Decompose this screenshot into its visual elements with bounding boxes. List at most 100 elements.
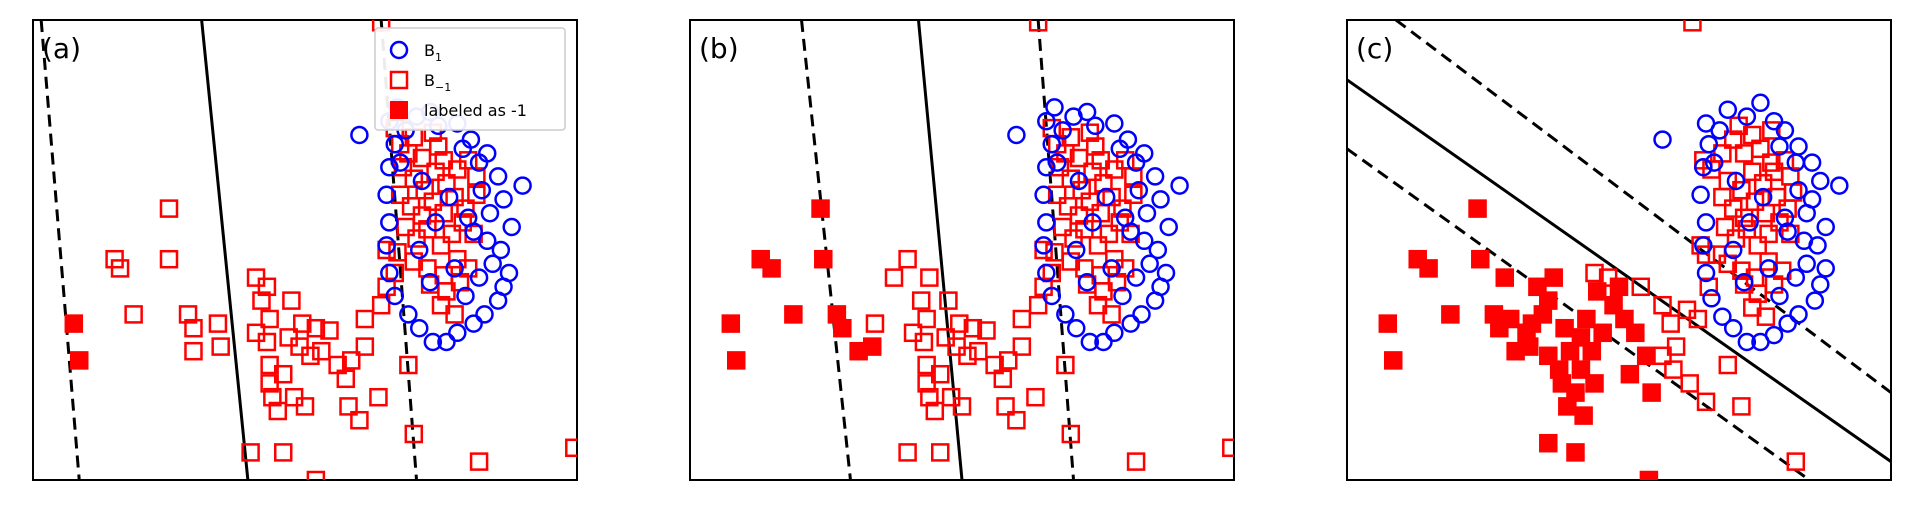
b-1-point-b-10 — [950, 314, 969, 333]
labeled-point-c-38 — [1636, 346, 1656, 366]
labeled-point-c-4 — [1441, 305, 1460, 324]
legend-label-labeled: labeled as -1 — [424, 101, 527, 120]
legend-marker-b1 — [389, 40, 409, 60]
b-1-point-a-2 — [110, 259, 130, 278]
b-1-point-b-65 — [1124, 185, 1143, 205]
b-1-point-b-70 — [1099, 224, 1119, 244]
b-1-point-b-12 — [977, 321, 996, 340]
b-1-point-b-64 — [1113, 199, 1132, 218]
b-1-point-b-37 — [898, 443, 917, 462]
b-1-point-c-14 — [1680, 374, 1699, 393]
legend-box — [374, 27, 566, 131]
b-1-point-b-46 — [1069, 148, 1089, 168]
b1-point-a-46 — [409, 240, 429, 260]
b1-point-a-40 — [513, 176, 532, 195]
b-1-point-c-22 — [1723, 130, 1743, 149]
labeled-point-c-26 — [1560, 341, 1580, 361]
b-1-point-a-55 — [412, 148, 432, 168]
b1-point-c-29 — [1699, 134, 1719, 154]
b-1-point-b-83 — [1102, 305, 1121, 324]
b-1-point-a-7 — [208, 314, 228, 333]
b1-point-b-41 — [1047, 153, 1067, 172]
b1-point-c-3 — [1737, 107, 1757, 126]
b1-point-c-4 — [1751, 93, 1770, 113]
b-1-point-a-6 — [184, 318, 203, 338]
b1-point-b-20 — [1080, 332, 1100, 352]
b-1-point-b-36 — [1061, 424, 1081, 444]
b1-point-a-34 — [483, 254, 502, 274]
b-1-point-b-16 — [958, 346, 977, 366]
labeled-point-c-34 — [1566, 443, 1585, 462]
b1-point-c-19 — [1751, 332, 1770, 352]
b-1-point-b-31 — [1012, 309, 1032, 329]
b1-point-c-33 — [1794, 231, 1814, 251]
labeled-point-c-6 — [1383, 351, 1403, 370]
margin-line-c-1 — [1395, 20, 1891, 394]
b-1-point-c-59 — [1756, 307, 1776, 326]
b1-point-b-33 — [1134, 231, 1154, 251]
labeled-point-c-31 — [1558, 397, 1577, 416]
labeled-point-c-21 — [1577, 309, 1596, 329]
b-1-point-b-48 — [1086, 137, 1105, 156]
labeled-point-c-35 — [1604, 295, 1623, 315]
b-1-point-a-0 — [159, 199, 179, 218]
labeled-point-c-43 — [1639, 470, 1659, 480]
labeled-point-a-0 — [64, 314, 84, 333]
b-1-point-c-46 — [1759, 224, 1778, 244]
b-1-point-a-40 — [371, 295, 391, 315]
b-1-point-b-34 — [1042, 263, 1062, 283]
b1-point-c-17 — [1778, 314, 1797, 333]
b-1-point-b-61 — [1080, 192, 1100, 211]
b-1-point-c-15 — [1696, 392, 1716, 412]
scatter-panel-b: (b) — [689, 19, 1235, 481]
b1-point-a-24 — [380, 263, 399, 283]
b1-point-c-23 — [1702, 289, 1721, 308]
b-1-point-a-34 — [350, 410, 369, 430]
b-1-point-b-58 — [1047, 185, 1067, 205]
b-1-point-b-17 — [969, 341, 988, 361]
b1-point-c-30 — [1710, 121, 1729, 140]
b-1-point-b-32 — [1028, 295, 1048, 315]
b1-point-b-4 — [1077, 102, 1097, 122]
b1-point-b-43 — [1096, 187, 1116, 207]
b-1-point-a-72 — [445, 187, 464, 207]
b1-point-c-13 — [1816, 259, 1835, 278]
b1-point-a-9 — [488, 167, 508, 186]
labeled-point-c-14 — [1517, 323, 1536, 343]
b-1-point-a-49 — [565, 438, 577, 458]
scatter-panel-c: (c) — [1346, 19, 1892, 481]
labeled-point-c-37 — [1626, 323, 1645, 343]
b-1-point-a-80 — [453, 213, 473, 232]
b1-point-a-38 — [469, 153, 489, 172]
b1-point-c-34 — [1797, 254, 1816, 274]
b-1-point-c-1 — [1598, 268, 1618, 287]
b-1-point-b-28 — [998, 351, 1018, 370]
b1-point-c-32 — [1797, 203, 1816, 223]
b1-point-b-32 — [1137, 203, 1157, 223]
b1-point-b-18 — [1105, 323, 1124, 343]
labeled-point-c-32 — [1574, 406, 1593, 425]
b1-point-b-22 — [1056, 305, 1075, 324]
b1-point-b-10 — [1151, 190, 1170, 209]
b-1-point-c-42 — [1715, 217, 1735, 237]
b1-point-c-41 — [1704, 153, 1724, 172]
b-1-point-a-37 — [355, 337, 375, 356]
b-1-point-c-57 — [1764, 275, 1784, 294]
separating-line-c-0 — [1347, 78, 1891, 463]
legend: B1 B−1 labeled as -1 — [374, 27, 566, 131]
b1-point-b-38 — [1126, 153, 1146, 172]
b1-point-a-41 — [390, 153, 410, 172]
b-1-point-b-69 — [1088, 236, 1108, 255]
b1-point-b-23 — [1042, 286, 1062, 306]
b1-point-b-6 — [1105, 114, 1124, 133]
b-1-point-a-4 — [124, 305, 143, 324]
b1-point-c-25 — [1694, 236, 1713, 255]
b-1-point-a-18 — [293, 314, 312, 333]
b-1-point-a-29 — [263, 387, 282, 407]
b1-point-c-31 — [1789, 180, 1808, 200]
b-1-point-c-0 — [1585, 263, 1604, 283]
b-1-point-b-11 — [963, 318, 983, 338]
b1-point-c-5 — [1764, 111, 1784, 131]
labeled-point-c-27 — [1571, 360, 1591, 379]
b-1-point-a-16 — [257, 332, 277, 352]
